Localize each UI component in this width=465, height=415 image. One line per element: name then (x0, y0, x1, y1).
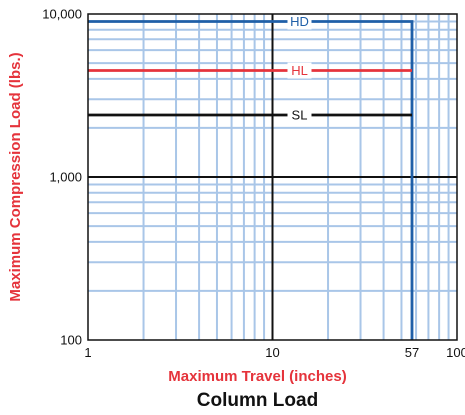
series-sl-label: SL (292, 108, 308, 123)
x-tick-label: 10 (265, 345, 279, 360)
plot-frame (87, 13, 458, 341)
y-axis-title: Maximum Compression Load (lbs.) (7, 52, 24, 301)
y-tick-label: 100 (60, 333, 82, 348)
series-hd-label-bg (287, 13, 312, 30)
x-tick-label: 100 (446, 345, 465, 360)
series-lines: HD HL SL (88, 13, 414, 340)
series-hl-label: HL (291, 63, 308, 78)
series-hl-label-bg (287, 62, 312, 79)
tick-labels: 1 10 100 100 1,000 10,000 (42, 7, 465, 361)
x-annotation-57: 57 (405, 345, 419, 360)
y-tick-label: 10,000 (42, 7, 82, 22)
series-hd-label: HD (290, 14, 309, 29)
chart-title: Column Load (197, 390, 318, 411)
series-sl-label-bg (287, 107, 312, 124)
series-hd-line (88, 20, 414, 340)
x-axis-title: Maximum Travel (inches) (168, 368, 346, 385)
y-tick-label: 1,000 (49, 170, 82, 185)
x-tick-label: 1 (84, 345, 91, 360)
major-gridlines (88, 14, 457, 340)
